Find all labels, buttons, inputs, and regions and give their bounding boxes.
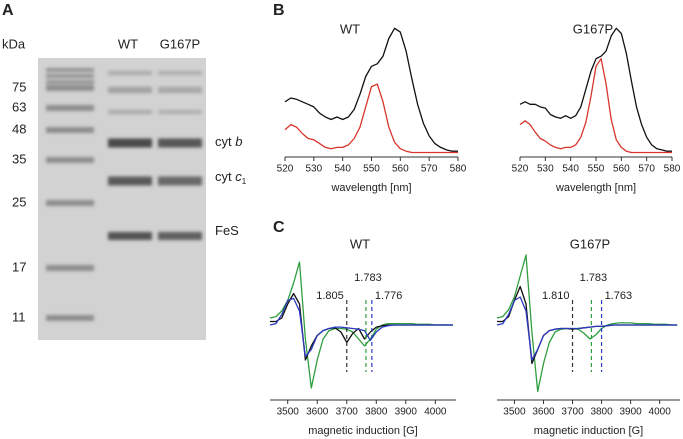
- panel-label: B: [273, 2, 285, 19]
- protein-band: [158, 232, 202, 240]
- chart-title: WT: [350, 236, 370, 251]
- spectrum-line: [496, 296, 678, 361]
- g-value-label: 1.805: [316, 290, 344, 302]
- ladder-band: [46, 127, 94, 133]
- band-label: FeS: [215, 223, 239, 238]
- x-tick-label: 530: [305, 164, 322, 175]
- spectrum-line: [270, 292, 453, 361]
- band-label-part: cyt: [215, 134, 232, 149]
- band-label: cyt b: [215, 134, 242, 149]
- lane-label: G167P: [160, 36, 200, 51]
- ladder-band: [46, 105, 94, 111]
- g-value-label: 1.810: [542, 290, 570, 302]
- x-tick-label: 520: [277, 164, 294, 175]
- protein-band: [108, 71, 152, 75]
- protein-band: [108, 176, 152, 186]
- chart-title: G167P: [570, 236, 610, 251]
- x-tick-label: 540: [562, 164, 579, 175]
- spectrum-line: [519, 27, 672, 152]
- x-axis-label: magnetic induction [G]: [308, 425, 417, 437]
- unit-label: kDa: [2, 36, 26, 51]
- g-value-label: 1.783: [580, 272, 608, 284]
- x-axis-label: wavelength [nm]: [555, 182, 636, 194]
- x-tick-label: 520: [512, 164, 529, 175]
- x-axis-label: wavelength [nm]: [330, 182, 411, 194]
- gel: [38, 58, 206, 340]
- marker-label: 25: [12, 194, 26, 209]
- spectrum-line: [496, 254, 678, 393]
- g-value-label: 1.783: [354, 272, 382, 284]
- band-label: cyt c1: [215, 169, 247, 186]
- spectrum-line: [519, 58, 672, 154]
- panel-label: C: [273, 219, 285, 236]
- x-tick-label: 580: [450, 164, 467, 175]
- x-tick-label: 560: [613, 164, 630, 175]
- x-tick-label: 560: [392, 164, 409, 175]
- x-tick-label: 570: [638, 164, 655, 175]
- band-label-part: 1: [242, 177, 247, 186]
- ladder-band: [46, 265, 94, 271]
- ladder-band: [46, 74, 94, 78]
- protein-band: [108, 232, 152, 240]
- x-tick-label: 3900: [395, 407, 418, 418]
- band-label-part: FeS: [215, 223, 239, 238]
- protein-band: [158, 138, 202, 148]
- x-tick-label: 570: [421, 164, 438, 175]
- spectrum-line: [269, 297, 453, 358]
- chart-title: WT: [340, 21, 360, 36]
- band-label-part: b: [235, 134, 242, 149]
- ladder-band: [46, 200, 94, 206]
- protein-band: [108, 138, 152, 148]
- protein-band: [108, 110, 152, 114]
- spectrum-line: [284, 27, 458, 152]
- x-tick-label: 550: [363, 164, 380, 175]
- x-tick-label: 4000: [424, 407, 447, 418]
- x-tick-label: 3500: [503, 407, 526, 418]
- protein-band: [158, 176, 202, 186]
- x-tick-label: 540: [334, 164, 351, 175]
- x-tick-label: 3800: [365, 407, 388, 418]
- chart-title: G167P: [573, 21, 613, 36]
- x-tick-label: 3600: [532, 407, 555, 418]
- protein-band: [158, 110, 202, 114]
- protein-band: [108, 87, 152, 93]
- x-tick-label: 3500: [277, 407, 300, 418]
- spectrum-line: [284, 83, 458, 154]
- x-tick-label: 3900: [619, 407, 642, 418]
- marker-label: 11: [12, 309, 26, 324]
- lane-label: WT: [118, 36, 138, 51]
- protein-band: [158, 87, 202, 93]
- gel-bands: [46, 68, 202, 321]
- x-tick-label: 3600: [306, 407, 329, 418]
- x-tick-label: 3800: [590, 407, 613, 418]
- ladder-band: [46, 68, 94, 72]
- marker-label: 63: [12, 99, 26, 114]
- marker-label: 17: [12, 259, 26, 274]
- band-label-part: c: [235, 169, 242, 184]
- ladder-band: [46, 315, 94, 321]
- band-label-part: cyt: [215, 169, 232, 184]
- x-tick-label: 3700: [561, 407, 584, 418]
- ladder-band: [46, 157, 94, 163]
- ladder-band: [46, 85, 94, 91]
- g-value-label: 1.763: [605, 290, 633, 302]
- x-tick-label: 3700: [336, 407, 359, 418]
- ladder-band: [46, 80, 94, 84]
- panel-label: A: [2, 2, 14, 19]
- x-tick-label: 550: [588, 164, 605, 175]
- x-tick-label: 4000: [649, 407, 672, 418]
- x-tick-label: 530: [537, 164, 554, 175]
- marker-label: 35: [12, 151, 26, 166]
- x-axis-label: magnetic induction [G]: [534, 425, 643, 437]
- g-value-label: 1.776: [375, 290, 403, 302]
- x-tick-label: 580: [664, 164, 681, 175]
- protein-band: [158, 71, 202, 75]
- marker-label: 48: [12, 121, 26, 136]
- spectrum-line: [269, 261, 453, 389]
- marker-label: 75: [12, 79, 26, 94]
